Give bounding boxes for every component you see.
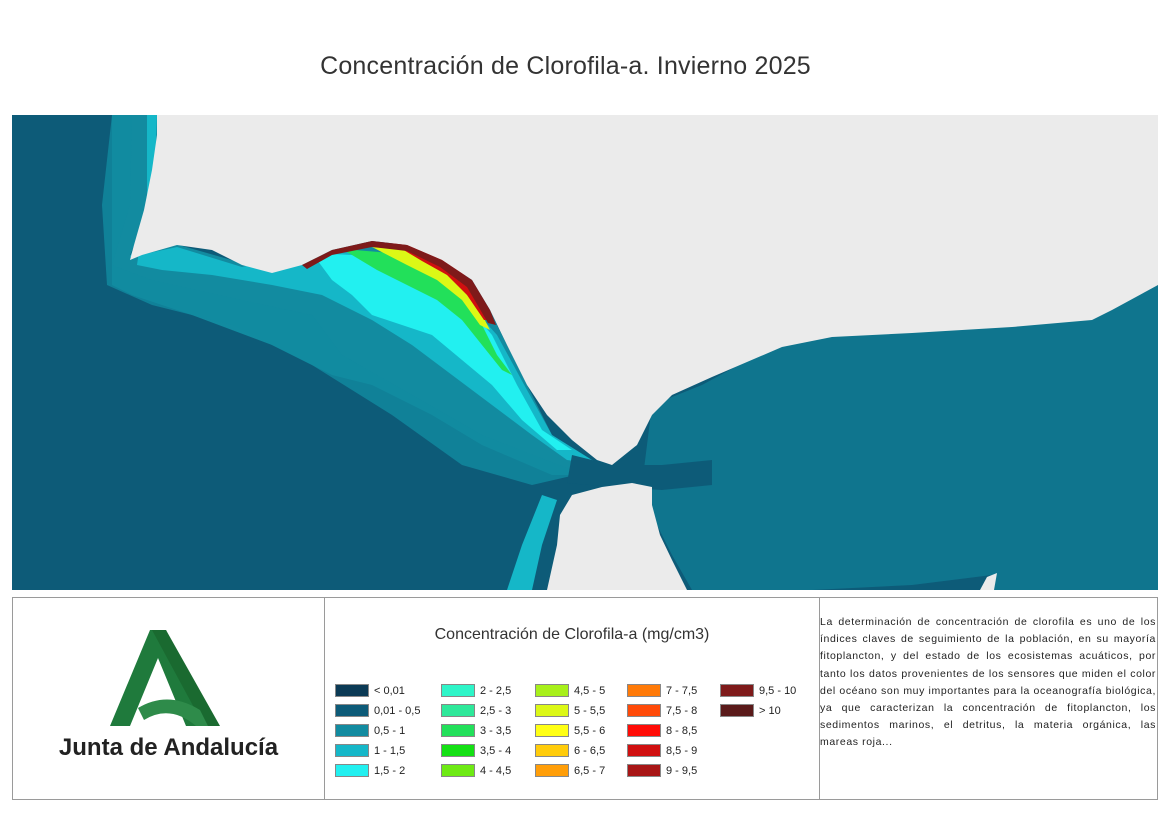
legend-item: 4 - 4,5	[441, 762, 512, 778]
legend-label: 6,5 - 7	[574, 764, 606, 777]
legend-label: 4 - 4,5	[480, 764, 512, 777]
mediterranean-band	[642, 285, 1158, 590]
legend-swatch	[627, 704, 661, 718]
legend-swatch	[335, 684, 369, 698]
legend-item: 9,5 - 10	[720, 682, 797, 698]
legend-item: 6 - 6,5	[535, 742, 606, 758]
legend-swatch	[441, 744, 475, 758]
legend-item: 2 - 2,5	[441, 682, 512, 698]
legend-item: 1,5 - 2	[335, 762, 406, 778]
legend-label: > 10	[759, 704, 781, 717]
legend-item: < 0,01	[335, 682, 405, 698]
strait-channel	[567, 455, 712, 490]
north-africa-land	[547, 483, 687, 590]
chlorophyll-map	[12, 115, 1158, 590]
legend-item: 8 - 8,5	[627, 722, 698, 738]
legend-label: 2,5 - 3	[480, 704, 512, 717]
legend-swatch	[627, 764, 661, 778]
legend-label: 0,01 - 0,5	[374, 704, 421, 717]
legend-item: 4,5 - 5	[535, 682, 606, 698]
legend-label: 6 - 6,5	[574, 744, 606, 757]
legend-swatch	[335, 744, 369, 758]
legend-title: Concentración de Clorofila-a (mg/cm3)	[434, 626, 710, 643]
legend-cell: Concentración de Clorofila-a (mg/cm3) < …	[325, 598, 820, 799]
alboran-south-band	[507, 495, 557, 590]
legend-item: 7 - 7,5	[627, 682, 698, 698]
description-text: La determinación de concentración de clo…	[820, 616, 1156, 749]
legend-item: 9 - 9,5	[627, 762, 698, 778]
legend-swatch	[535, 744, 569, 758]
legend-item: 1 - 1,5	[335, 742, 406, 758]
map-canvas	[12, 115, 1158, 590]
legend-swatch	[720, 704, 754, 718]
legend-label: 8,5 - 9	[666, 744, 698, 757]
legend-label: 9 - 9,5	[666, 764, 698, 777]
legend-swatch	[627, 744, 661, 758]
iberia-land	[130, 115, 1158, 465]
legend-item: 3,5 - 4	[441, 742, 512, 758]
legend-label: 5,5 - 6	[574, 724, 606, 737]
legend-label: 0,5 - 1	[374, 724, 406, 737]
logo-text: Junta de Andalucía	[58, 734, 279, 761]
legend-item: 5 - 5,5	[535, 702, 606, 718]
legend-label: 2 - 2,5	[480, 684, 512, 697]
legend-label: < 0,01	[374, 684, 405, 697]
logo-cell: Junta de Andalucía	[13, 598, 325, 799]
legend-label: 3,5 - 4	[480, 744, 512, 757]
legend-swatch	[335, 764, 369, 778]
legend-swatch	[627, 684, 661, 698]
legend-swatch	[441, 724, 475, 738]
legend-item: 7,5 - 8	[627, 702, 698, 718]
legend-swatch	[535, 764, 569, 778]
legend-label: 7 - 7,5	[666, 684, 698, 697]
legend-item: 0,5 - 1	[335, 722, 406, 738]
atlantic-outer-band	[102, 115, 597, 485]
legend-label: 1 - 1,5	[374, 744, 406, 757]
legend-item: 8,5 - 9	[627, 742, 698, 758]
legend-swatch	[535, 704, 569, 718]
legend-label: 8 - 8,5	[666, 724, 698, 737]
legend-swatch	[441, 764, 475, 778]
legend-item: 5,5 - 6	[535, 722, 606, 738]
legend-swatch	[441, 684, 475, 698]
legend-label: 1,5 - 2	[374, 764, 406, 777]
page-title: Concentración de Clorofila-a. Invierno 2…	[320, 52, 811, 80]
legend-item: 3 - 3,5	[441, 722, 512, 738]
legend-label: 7,5 - 8	[666, 704, 698, 717]
legend-swatch	[720, 684, 754, 698]
cyan-bright-belt	[312, 253, 572, 450]
legend-swatch	[335, 724, 369, 738]
legend-swatch	[535, 684, 569, 698]
legend-item: 0,01 - 0,5	[335, 702, 421, 718]
legend-item: > 10	[720, 702, 781, 718]
description-cell: La determinación de concentración de clo…	[820, 598, 1157, 799]
legend-swatch	[627, 724, 661, 738]
legend-label: 5 - 5,5	[574, 704, 606, 717]
legend-swatch	[535, 724, 569, 738]
info-panel: Junta de Andalucía Concentración de Clor…	[12, 597, 1158, 800]
legend-label: 9,5 - 10	[759, 684, 797, 697]
legend-label: 4,5 - 5	[574, 684, 606, 697]
legend-label: 3 - 3,5	[480, 724, 512, 737]
legend-item: 2,5 - 3	[441, 702, 512, 718]
legend-swatch	[335, 704, 369, 718]
legend-item: 6,5 - 7	[535, 762, 606, 778]
ceuta-land	[980, 573, 997, 590]
junta-andalucia-logo-icon	[110, 630, 220, 726]
legend-swatch	[441, 704, 475, 718]
